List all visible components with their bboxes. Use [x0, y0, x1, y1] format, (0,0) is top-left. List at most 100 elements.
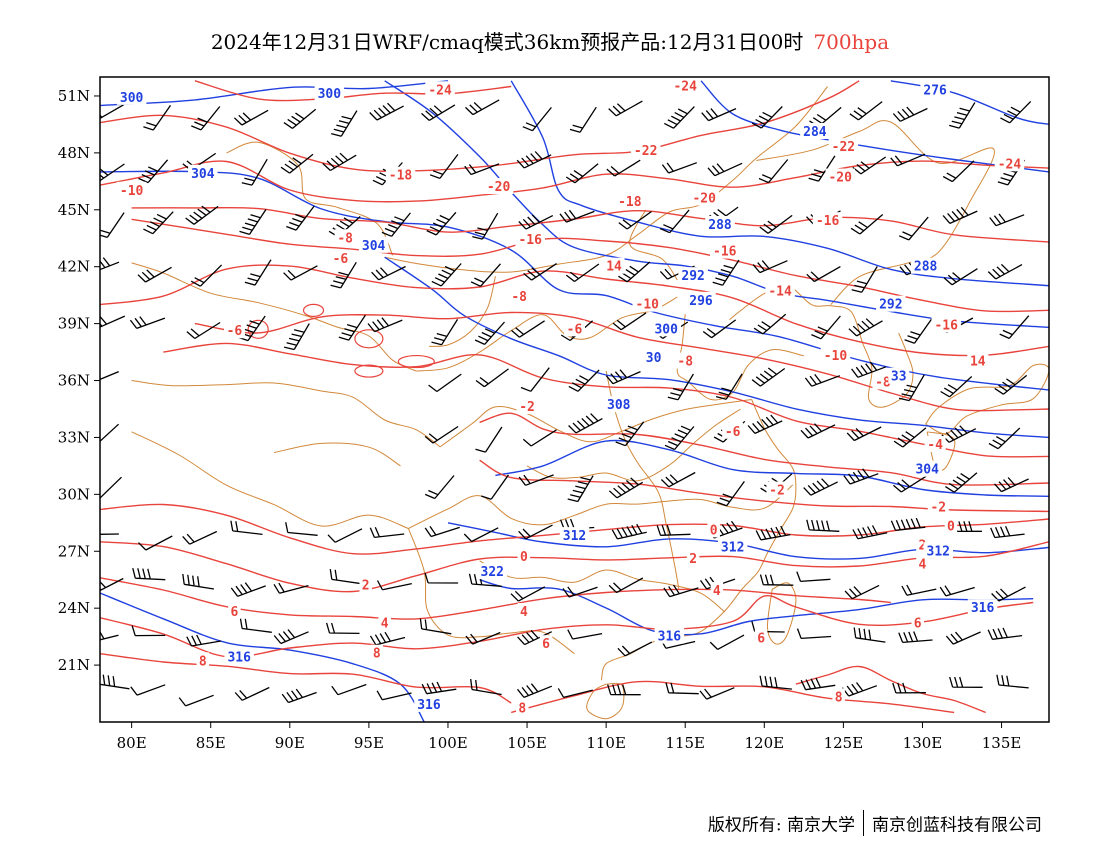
x-tick-label: 120E	[745, 734, 785, 752]
wind-barb	[611, 523, 647, 540]
wind-barb	[615, 421, 645, 447]
wind-barb	[182, 530, 218, 545]
temperature-label: 0	[710, 523, 718, 538]
temperature-label-bg	[483, 178, 514, 195]
wind-barb	[331, 110, 358, 137]
wind-barb	[421, 104, 456, 121]
geopotential-label: 288	[708, 218, 732, 233]
y-tick-label: 36N	[58, 372, 90, 390]
boundary-line	[226, 141, 394, 256]
temperature-label: -2	[930, 501, 946, 516]
wind-barb	[569, 106, 597, 133]
wind-barb	[419, 618, 452, 635]
wind-barb	[424, 425, 459, 444]
geopotential-label: 284	[803, 125, 827, 140]
temperature-label-bg	[223, 322, 245, 339]
geopotential-label: 300	[654, 322, 678, 337]
wind-barb	[369, 102, 404, 121]
wind-barb	[987, 627, 1023, 640]
temperature-label-bg	[517, 547, 531, 564]
wind-barb	[851, 361, 887, 378]
temperature-label-bg	[754, 629, 768, 646]
geopotential-label-bg	[920, 81, 950, 98]
wind-barb	[100, 315, 126, 328]
wind-barb	[191, 106, 221, 131]
temperature-label: -16	[934, 319, 958, 334]
wind-barb	[138, 535, 173, 551]
geopotential-label: 300	[318, 87, 342, 102]
wind-barb	[100, 674, 130, 690]
wind-barb	[665, 682, 699, 695]
temperature-label-bg	[539, 635, 553, 652]
temperature-label: 2	[919, 539, 927, 554]
wind-barb	[987, 263, 1023, 280]
wind-barb	[424, 572, 459, 584]
wind-barb	[516, 683, 553, 699]
wind-barb	[994, 477, 1029, 493]
geopotential-label-bg	[358, 236, 389, 253]
geopotential-label: 304	[362, 239, 386, 254]
wind-barb	[660, 471, 696, 488]
wind-barb	[988, 427, 1021, 450]
wind-barb	[852, 156, 887, 175]
wind-barb	[234, 686, 270, 701]
temperature-label-bg	[812, 212, 843, 229]
wind-barb	[892, 682, 926, 694]
province-boundaries	[131, 86, 1049, 720]
wind-barb	[518, 524, 553, 540]
temperature-label-bg	[916, 555, 929, 572]
wind-barb	[470, 679, 502, 696]
wind-barb	[751, 367, 786, 387]
temperature-label-bg	[944, 517, 958, 534]
geopotential-contour	[384, 256, 1049, 439]
wind-barb	[130, 684, 166, 696]
wind-barb	[755, 525, 791, 541]
temperature-label-bg	[825, 168, 855, 185]
wind-barb	[943, 268, 978, 286]
wind-barb	[806, 266, 841, 283]
wind-barb	[804, 374, 841, 387]
geopotential-label: 304	[915, 463, 939, 478]
wind-barb	[747, 414, 783, 434]
wind-barb	[518, 474, 554, 486]
wind-barb	[522, 429, 557, 447]
geopotential-label: 292	[879, 298, 902, 313]
boundary-line	[926, 431, 956, 471]
temperature-label-bg	[516, 699, 529, 716]
temperature-label-bg	[516, 398, 538, 415]
wind-barb	[853, 627, 886, 643]
wind-barb	[463, 527, 499, 543]
temperature-label: -16	[713, 245, 737, 260]
temperature-label-bg	[517, 602, 531, 619]
wind-barb	[904, 318, 933, 344]
temperature-label: -6	[725, 425, 741, 440]
temperature-label-bg	[603, 257, 625, 274]
temperature-label-bg	[359, 576, 372, 593]
temperature-label: -24	[998, 157, 1022, 172]
boundary-line	[629, 209, 678, 281]
y-tick-label: 21N	[58, 656, 90, 674]
geopotential-label: 296	[689, 294, 713, 309]
wind-barb	[890, 517, 926, 532]
wind-barb	[100, 476, 122, 499]
wind-barb	[475, 368, 509, 388]
wind-barb	[131, 625, 166, 637]
wind-barb	[656, 524, 691, 536]
temperature-label: -8	[337, 231, 353, 246]
x-tick-label: 105E	[507, 734, 547, 752]
wind-barb	[892, 475, 927, 493]
temperature-label-bg	[689, 189, 719, 206]
map-background	[100, 77, 1049, 722]
temperature-contour	[194, 311, 1049, 412]
geopotential-label: 312	[563, 529, 586, 544]
wind-barb	[607, 684, 641, 696]
geopotential-label: 316	[658, 630, 682, 645]
geopotential-contour	[890, 80, 1049, 126]
boundary-line	[439, 399, 752, 448]
wind-barb	[322, 152, 357, 172]
wind-barb	[989, 213, 1025, 227]
wind-barb	[848, 318, 883, 337]
y-tick-label: 39N	[58, 315, 90, 333]
x-tick-label: 110E	[586, 734, 626, 752]
temperature-label: -6	[227, 324, 243, 339]
